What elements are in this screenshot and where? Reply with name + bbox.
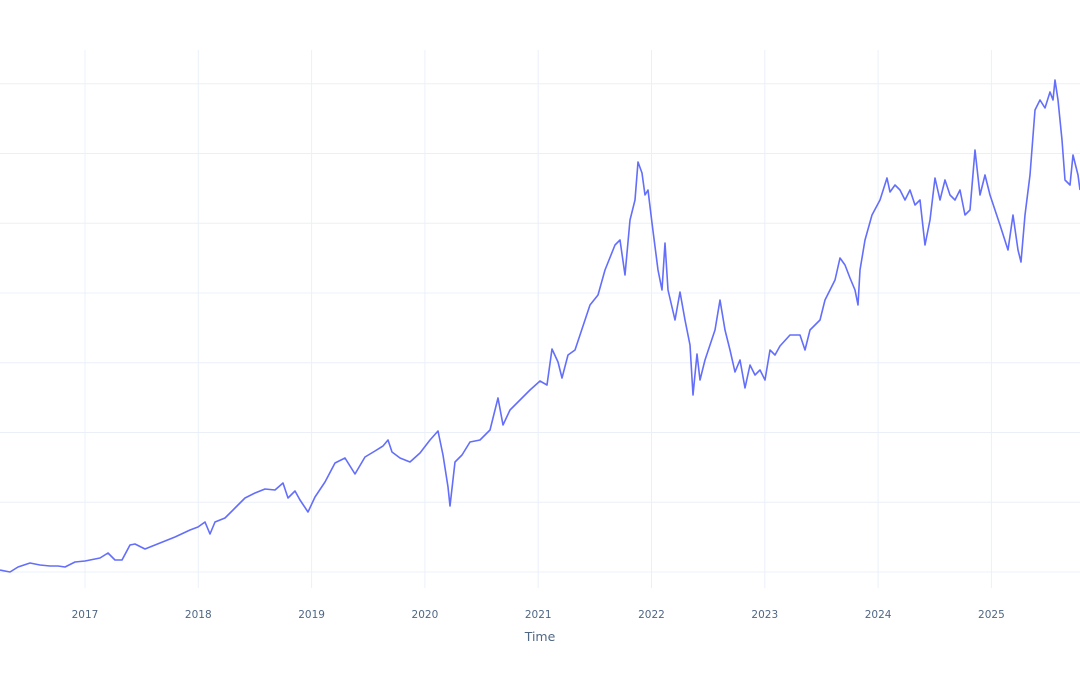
x-tick-label: 2021 [525,609,552,621]
plot-area [0,50,1080,588]
x-tick-label: 2020 [412,609,439,621]
x-tick-label: 2025 [978,609,1005,621]
x-axis-tick-labels: 2017 2018 2019 2020 2021 2022 2023 2024 2025 [72,609,1005,621]
x-tick-label: 2017 [72,609,99,621]
x-axis-title: Time [524,629,556,644]
horizontal-gridlines [0,83,1080,573]
x-tick-label: 2022 [638,609,665,621]
x-tick-label: 2018 [185,609,212,621]
price-line [0,79,1080,573]
x-tick-label: 2019 [298,609,325,621]
x-tick-label: 2023 [751,609,778,621]
vertical-gridlines [84,50,992,588]
x-tick-label: 2024 [865,609,892,621]
